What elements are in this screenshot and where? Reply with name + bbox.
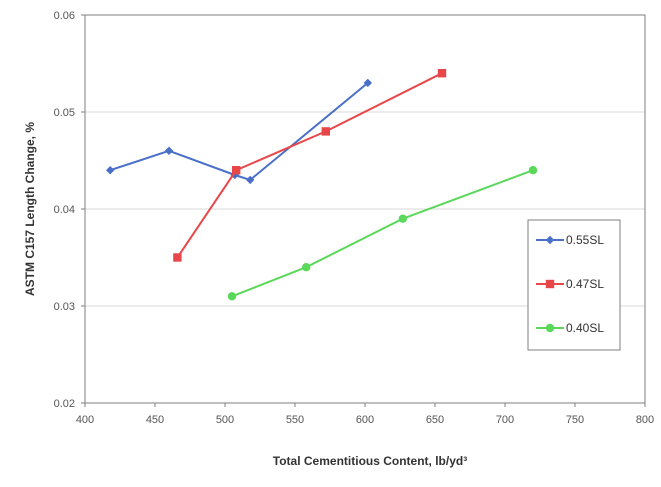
data-point bbox=[173, 253, 182, 262]
x-tick-label: 600 bbox=[356, 414, 374, 426]
series-line bbox=[176, 72, 443, 259]
series-layer bbox=[106, 69, 538, 301]
data-point bbox=[321, 127, 330, 136]
legend: 0.55SL 0.47SL 0.40SL bbox=[527, 219, 621, 351]
y-axis-title: ASTM C157 Length Change, % bbox=[23, 122, 37, 296]
data-point bbox=[106, 166, 115, 175]
data-point bbox=[227, 292, 237, 301]
data-point bbox=[246, 175, 255, 185]
y-tick-label: 0.02 bbox=[54, 398, 75, 410]
x-tick-label: 450 bbox=[146, 414, 164, 426]
x-tick-label: 800 bbox=[636, 414, 654, 426]
data-point bbox=[528, 166, 538, 175]
y-tick-label: 0.06 bbox=[54, 10, 75, 22]
data-point bbox=[398, 214, 407, 223]
data-point bbox=[302, 263, 311, 272]
legend-label: 0.40SL bbox=[566, 321, 604, 335]
legend-swatch-marker bbox=[545, 323, 555, 333]
x-tick-label: 700 bbox=[496, 414, 514, 426]
y-tick-label: 0.03 bbox=[54, 301, 75, 313]
x-tick-label: 750 bbox=[566, 414, 584, 426]
legend-label: 0.47SL bbox=[566, 277, 604, 291]
y-tick-label: 0.05 bbox=[54, 107, 75, 119]
data-point bbox=[437, 69, 447, 78]
data-point bbox=[232, 166, 241, 175]
data-point bbox=[363, 78, 372, 88]
legend-swatch-marker bbox=[545, 235, 555, 245]
x-tick-label: 500 bbox=[216, 414, 234, 426]
legend-item: 0.40SL bbox=[536, 321, 604, 335]
x-tick-label: 550 bbox=[286, 414, 304, 426]
y-tick-label: 0.04 bbox=[54, 204, 75, 216]
series-2 bbox=[227, 166, 538, 301]
axis-ticks: 0.02 0.03 0.04 0.05 0.06 400 450 500 550 600 650 70… bbox=[54, 10, 655, 426]
series-1 bbox=[173, 69, 447, 262]
x-tick-label: 400 bbox=[76, 414, 94, 426]
legend-swatch-marker bbox=[545, 279, 555, 289]
legend-item: 0.47SL bbox=[536, 277, 604, 291]
x-tick-label: 650 bbox=[426, 414, 444, 426]
legend-label: 0.55SL bbox=[566, 233, 604, 247]
legend-item: 0.55SL bbox=[536, 233, 604, 247]
data-point bbox=[164, 146, 174, 155]
series-line bbox=[231, 169, 534, 298]
x-axis-title: Total Cementitious Content, lb/yd³ bbox=[273, 454, 467, 468]
